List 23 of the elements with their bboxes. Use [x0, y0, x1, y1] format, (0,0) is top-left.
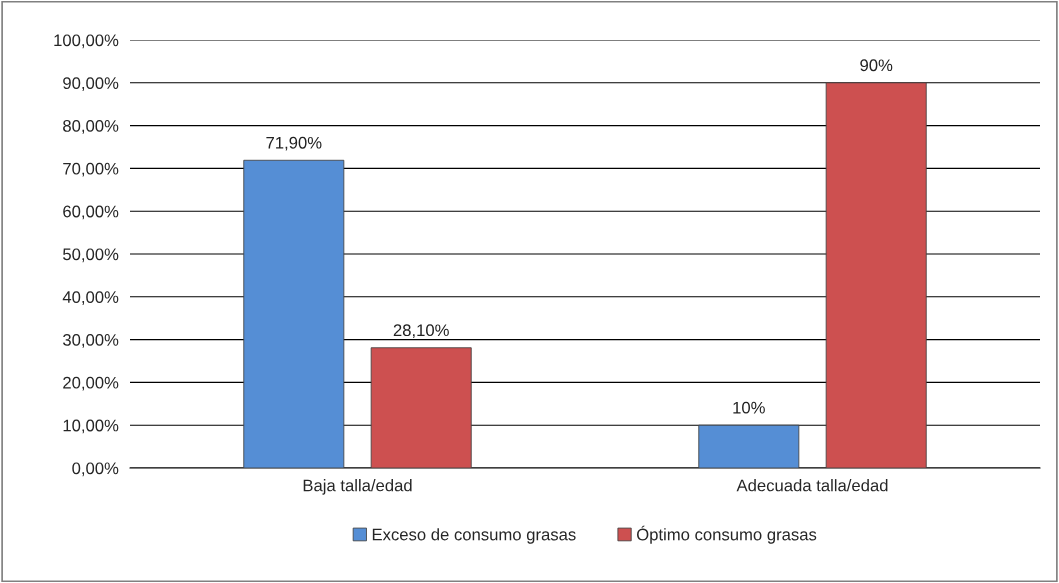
y-tick-label: 0,00% — [72, 462, 119, 477]
y-tick-label: 60,00% — [63, 205, 119, 220]
y-tick-label: 10,00% — [63, 419, 119, 434]
legend-label: Óptimo consumo grasas — [637, 525, 817, 544]
bar — [243, 159, 345, 468]
y-tick-label: 100,00% — [54, 34, 119, 49]
bar — [825, 82, 927, 468]
y-tick-label: 50,00% — [63, 248, 119, 263]
y-tick-label: 80,00% — [63, 120, 119, 134]
x-tick-label: Baja talla/edad — [303, 479, 412, 495]
data-label: 71,90% — [266, 136, 322, 151]
y-tick-label: 90,00% — [63, 77, 119, 91]
y-tick-label: 20,00% — [63, 376, 119, 391]
y-tick-label: 40,00% — [62, 291, 119, 305]
bar — [370, 347, 472, 468]
data-label: 90% — [860, 59, 893, 72]
y-tick-label: 70,00% — [63, 162, 119, 177]
y-tick-label: 30,00% — [63, 334, 119, 348]
data-label: 10% — [733, 401, 765, 414]
data-label: 28,10% — [393, 324, 449, 339]
x-tick-label: Adecuada talla/edad — [736, 479, 888, 492]
legend-label: Exceso de consumo grasas — [372, 528, 576, 544]
bar — [698, 424, 800, 468]
